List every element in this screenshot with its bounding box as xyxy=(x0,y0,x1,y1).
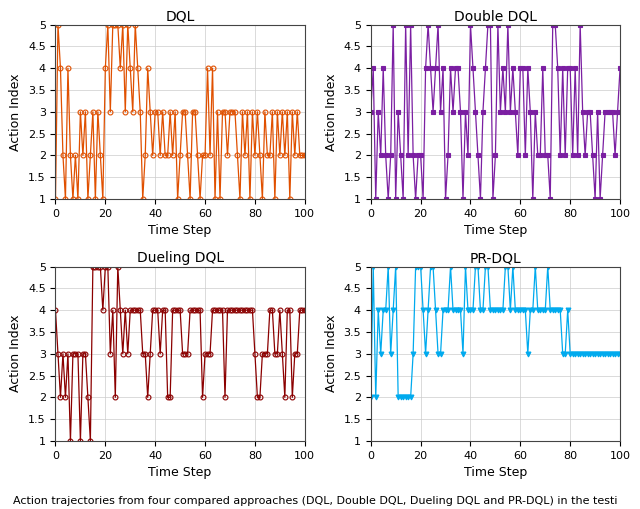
Y-axis label: Action Index: Action Index xyxy=(324,315,338,392)
Title: Double DQL: Double DQL xyxy=(454,10,537,23)
Title: Dueling DQL: Dueling DQL xyxy=(136,251,224,265)
Y-axis label: Action Index: Action Index xyxy=(10,73,22,151)
Y-axis label: Action Index: Action Index xyxy=(324,73,338,151)
X-axis label: Time Step: Time Step xyxy=(148,224,212,237)
Title: DQL: DQL xyxy=(165,10,195,23)
X-axis label: Time Step: Time Step xyxy=(464,224,527,237)
Title: PR-DQL: PR-DQL xyxy=(470,251,521,265)
Y-axis label: Action Index: Action Index xyxy=(10,315,22,392)
X-axis label: Time Step: Time Step xyxy=(148,466,212,479)
Text: Action trajectories from four compared approaches (DQL, Double DQL, Dueling DQL : Action trajectories from four compared a… xyxy=(13,496,618,506)
X-axis label: Time Step: Time Step xyxy=(464,466,527,479)
